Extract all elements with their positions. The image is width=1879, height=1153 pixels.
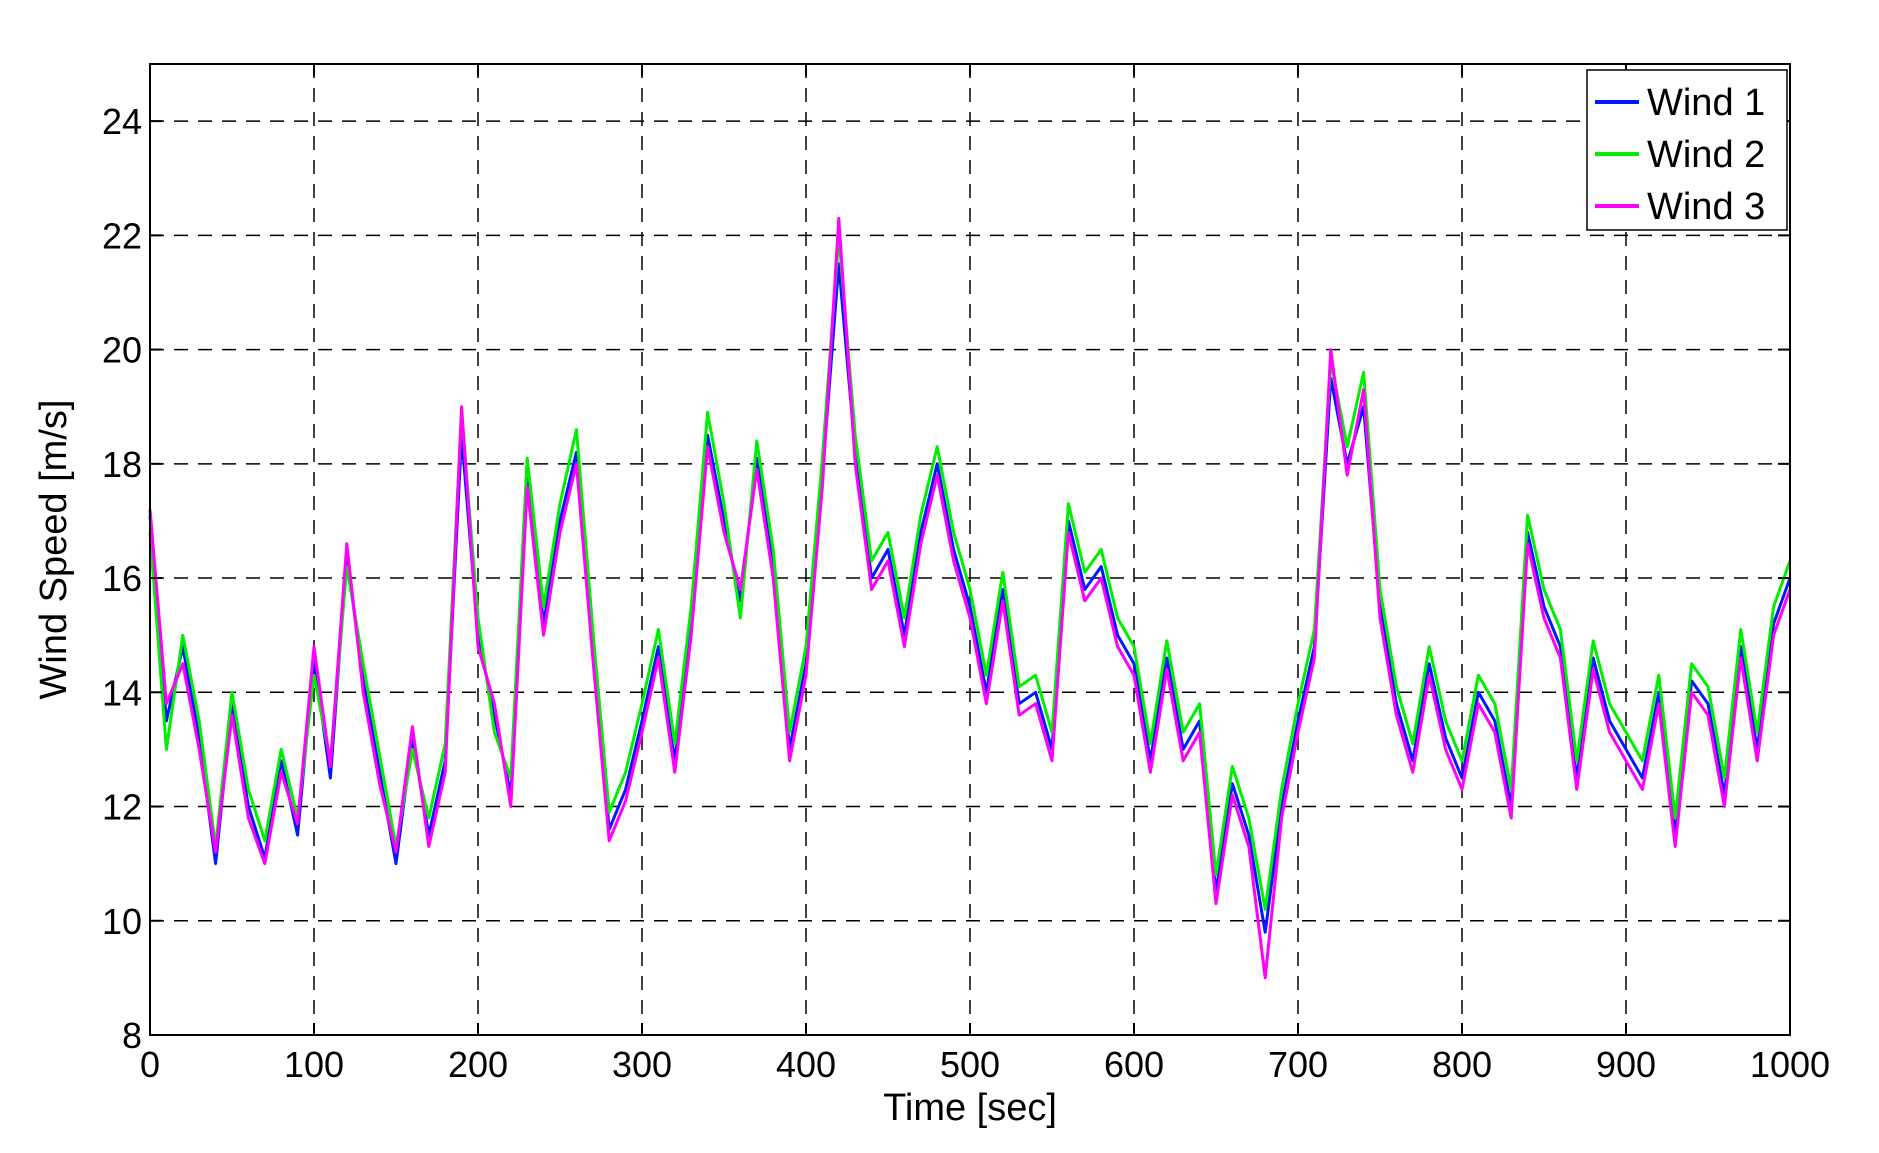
legend-box	[1586, 69, 1788, 231]
series-layer	[148, 216, 1792, 980]
y-tick-label: 14	[102, 672, 142, 713]
x-tick-label: 0	[140, 1044, 160, 1085]
legend: Wind 1 Wind 2 Wind 3	[1586, 69, 1788, 231]
series-line-wind-3	[148, 216, 1792, 980]
x-tick-label: 500	[940, 1044, 1000, 1085]
x-tick-label: 700	[1268, 1044, 1328, 1085]
x-axis-title: Time [sec]	[883, 1087, 1057, 1129]
legend-label-wind-1: Wind 1	[1647, 82, 1765, 124]
y-tick-label: 24	[102, 101, 142, 142]
legend-label-wind-3: Wind 3	[1647, 186, 1765, 228]
x-tick-label: 1000	[1750, 1044, 1830, 1085]
tick-layer: 0 100 200 300 400 500 600 700 800 900 1000 8 10 12 14 1…	[102, 64, 1830, 1085]
x-tick-label: 400	[776, 1044, 836, 1085]
x-tick-label: 900	[1596, 1044, 1656, 1085]
legend-label-wind-2: Wind 2	[1647, 134, 1765, 176]
x-tick-label: 200	[448, 1044, 508, 1085]
y-tick-label: 8	[122, 1015, 142, 1056]
x-tick-label: 100	[284, 1044, 344, 1085]
x-tick-label: 600	[1104, 1044, 1164, 1085]
y-tick-label: 10	[102, 901, 142, 942]
y-tick-label: 16	[102, 558, 142, 599]
x-tick-label: 300	[612, 1044, 672, 1085]
grid-layer	[150, 64, 1790, 1035]
y-tick-label: 22	[102, 215, 142, 256]
y-axis-title: Wind Speed [m/s]	[33, 400, 75, 700]
y-tick-label: 12	[102, 787, 142, 828]
series-line-wind-2	[148, 233, 1792, 911]
y-tick-label: 18	[102, 444, 142, 485]
y-tick-label: 20	[102, 330, 142, 371]
x-tick-label: 800	[1432, 1044, 1492, 1085]
